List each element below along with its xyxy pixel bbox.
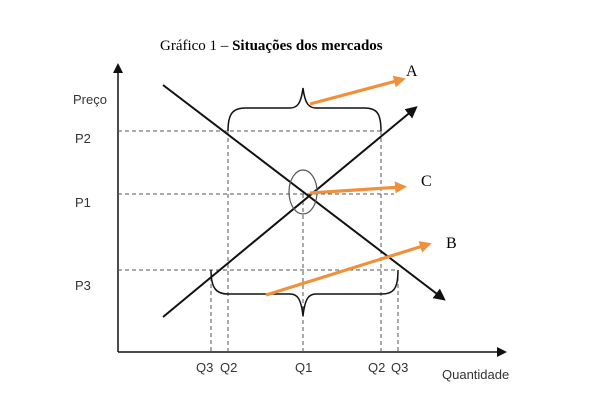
supply-line: [162, 106, 418, 318]
marker-a: A: [406, 63, 418, 80]
x-axis-label: Quantidade: [442, 367, 509, 382]
marker-c: C: [421, 173, 432, 190]
brace-bottom: [210, 269, 399, 317]
quantity-tick-q1: Q1: [295, 360, 312, 375]
marker-b: B: [446, 235, 457, 252]
arrow-b: [265, 241, 432, 297]
price-tick-p2: P2: [75, 131, 91, 146]
quantity-tick-q2-right: Q2: [368, 360, 385, 375]
demand-line: [162, 84, 446, 301]
arrow-c: [309, 181, 407, 195]
y-axis-label: Preço: [73, 92, 107, 107]
price-tick-p3: P3: [75, 278, 91, 293]
price-tick-p1: P1: [75, 195, 91, 210]
quantity-tick-q3-right: Q3: [391, 360, 408, 375]
quantity-tick-q2-left: Q2: [220, 360, 237, 375]
quantity-tick-q3-left: Q3: [196, 360, 213, 375]
arrow-a: [309, 75, 406, 106]
diagram-title: Gráfico 1 – Situações dos mercados: [160, 38, 383, 54]
brace-top: [227, 87, 382, 132]
